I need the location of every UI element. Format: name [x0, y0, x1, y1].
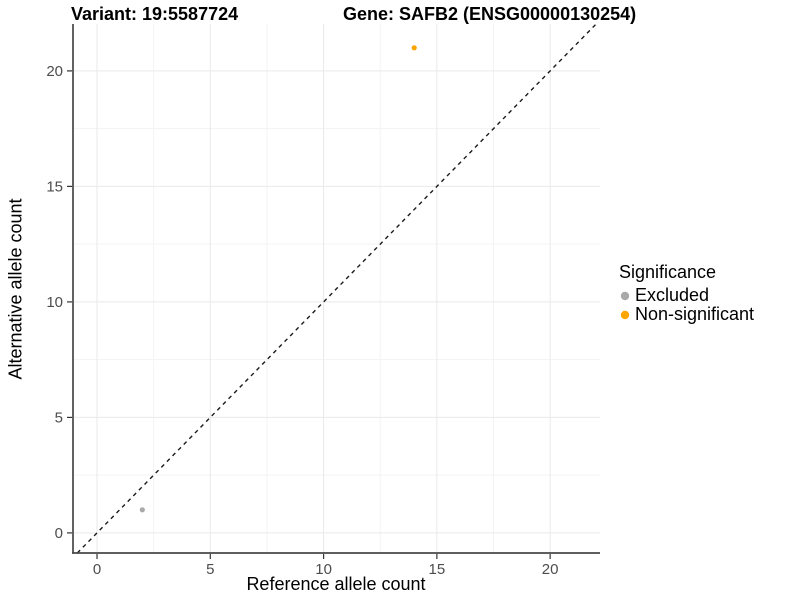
y-tick-label: 5: [55, 409, 63, 426]
gene-title: Gene: SAFB2 (ENSG00000130254): [343, 4, 637, 24]
x-tick-label: 5: [206, 561, 214, 578]
legend: Significance Excluded Non-significant: [619, 262, 754, 324]
x-tick-label: 15: [429, 561, 446, 578]
excluded-dot-icon: [620, 291, 630, 300]
x-tick-label: 10: [315, 561, 332, 578]
y-tick-label: 0: [55, 525, 63, 542]
y-tick-label: 20: [46, 63, 63, 80]
data-point-excluded: [139, 507, 145, 513]
x-tick-label: 20: [542, 561, 559, 578]
legend-item-label: Excluded: [635, 285, 710, 305]
x-tick-label: 0: [93, 561, 101, 578]
variant-title: Variant: 19:5587724: [71, 4, 239, 24]
y-tick-label: 15: [46, 178, 63, 195]
legend-title: Significance: [619, 262, 717, 282]
legend-item-excluded: Excluded: [619, 285, 754, 305]
identity-dashed-line: [76, 23, 597, 554]
non-significant-dot-icon: [620, 310, 630, 319]
x-axis-title: Reference allele count: [246, 574, 426, 594]
legend-item-non-significant: Non-significant: [619, 304, 755, 324]
y-axis-title: Alternative allele count: [5, 198, 26, 380]
y-tick-label: 10: [46, 294, 63, 311]
legend-item-label: Non-significant: [635, 304, 755, 324]
data-point-non-significant: [411, 45, 417, 51]
